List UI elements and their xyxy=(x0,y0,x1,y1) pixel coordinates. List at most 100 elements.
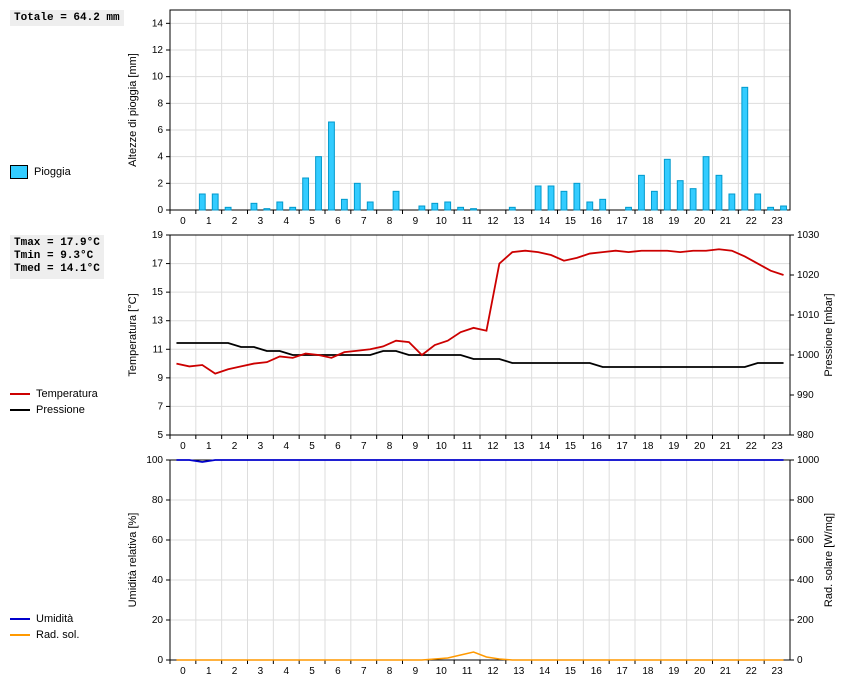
charts-svg: 0246810121401234567891011121314151617181… xyxy=(0,0,860,690)
rain-bar xyxy=(199,194,205,210)
svg-text:17: 17 xyxy=(617,666,629,677)
svg-text:16: 16 xyxy=(591,216,603,227)
svg-text:980: 980 xyxy=(797,430,814,441)
svg-text:12: 12 xyxy=(487,666,499,677)
svg-text:8: 8 xyxy=(157,98,163,109)
svg-text:1020: 1020 xyxy=(797,270,820,281)
svg-text:0: 0 xyxy=(157,655,163,666)
svg-text:1000: 1000 xyxy=(797,350,820,361)
svg-text:2: 2 xyxy=(232,666,238,677)
svg-text:21: 21 xyxy=(720,216,732,227)
svg-text:16: 16 xyxy=(591,441,603,452)
svg-text:0: 0 xyxy=(180,666,186,677)
svg-text:40: 40 xyxy=(152,575,164,586)
rain-bar xyxy=(548,186,554,210)
svg-text:Pressione [mbar]: Pressione [mbar] xyxy=(823,293,835,376)
svg-text:7: 7 xyxy=(361,441,367,452)
hum-rad-chart: 0204060801000200400600800100001234567891… xyxy=(127,455,835,677)
svg-text:9: 9 xyxy=(157,373,163,384)
rain-bar xyxy=(600,199,606,210)
rain-bar xyxy=(212,194,218,210)
rain-bar xyxy=(729,194,735,210)
rain-bar xyxy=(742,87,748,210)
rain-bar xyxy=(225,207,231,210)
rain-bar xyxy=(639,175,645,210)
svg-text:23: 23 xyxy=(772,216,784,227)
svg-text:20: 20 xyxy=(694,441,706,452)
svg-text:17: 17 xyxy=(617,441,629,452)
svg-text:14: 14 xyxy=(539,441,551,452)
svg-text:17: 17 xyxy=(617,216,629,227)
svg-text:2: 2 xyxy=(157,178,163,189)
rain-bar xyxy=(535,186,541,210)
rain-bar xyxy=(509,207,515,210)
svg-text:13: 13 xyxy=(152,316,164,327)
svg-text:9: 9 xyxy=(413,216,419,227)
svg-text:20: 20 xyxy=(152,615,164,626)
svg-text:8: 8 xyxy=(387,666,393,677)
svg-text:4: 4 xyxy=(283,441,289,452)
svg-text:22: 22 xyxy=(746,441,758,452)
svg-text:3: 3 xyxy=(258,441,264,452)
svg-text:Altezze di pioggia [mm]: Altezze di pioggia [mm] xyxy=(127,53,139,167)
svg-text:14: 14 xyxy=(539,666,551,677)
svg-text:7: 7 xyxy=(361,216,367,227)
svg-text:17: 17 xyxy=(152,259,164,270)
svg-text:800: 800 xyxy=(797,495,814,506)
svg-text:21: 21 xyxy=(720,441,732,452)
rain-bar xyxy=(651,191,657,210)
svg-text:5: 5 xyxy=(309,216,315,227)
svg-text:6: 6 xyxy=(335,666,341,677)
svg-text:8: 8 xyxy=(387,216,393,227)
svg-text:18: 18 xyxy=(642,441,654,452)
rain-bar xyxy=(781,206,787,210)
svg-text:12: 12 xyxy=(487,216,499,227)
svg-text:4: 4 xyxy=(157,152,163,163)
svg-text:11: 11 xyxy=(462,441,473,452)
svg-text:600: 600 xyxy=(797,535,814,546)
svg-text:12: 12 xyxy=(152,45,164,56)
rain-bar xyxy=(768,207,774,210)
svg-text:100: 100 xyxy=(146,455,163,466)
svg-text:4: 4 xyxy=(283,666,289,677)
svg-text:1000: 1000 xyxy=(797,455,820,466)
svg-text:22: 22 xyxy=(746,216,758,227)
svg-text:15: 15 xyxy=(565,441,577,452)
rain-bar xyxy=(458,207,464,210)
rain-bar xyxy=(432,203,438,210)
rain-bar xyxy=(755,194,761,210)
svg-text:6: 6 xyxy=(335,216,341,227)
svg-text:9: 9 xyxy=(413,441,419,452)
svg-text:0: 0 xyxy=(797,655,803,666)
svg-text:9: 9 xyxy=(413,666,419,677)
svg-text:13: 13 xyxy=(513,216,525,227)
svg-text:8: 8 xyxy=(387,441,393,452)
svg-text:15: 15 xyxy=(152,287,164,298)
svg-text:23: 23 xyxy=(772,666,784,677)
svg-text:21: 21 xyxy=(720,666,732,677)
rain-bar xyxy=(341,199,347,210)
rain-bar xyxy=(419,206,425,210)
svg-text:1030: 1030 xyxy=(797,230,820,241)
svg-text:200: 200 xyxy=(797,615,814,626)
rain-bar xyxy=(354,183,360,210)
rain-bar xyxy=(626,207,632,210)
svg-text:20: 20 xyxy=(694,216,706,227)
rain-bar xyxy=(703,157,709,210)
svg-text:6: 6 xyxy=(157,125,163,136)
svg-text:10: 10 xyxy=(436,666,448,677)
svg-text:5: 5 xyxy=(157,430,163,441)
svg-text:5: 5 xyxy=(309,666,315,677)
svg-text:19: 19 xyxy=(668,666,680,677)
rain-bar xyxy=(587,202,593,210)
svg-text:19: 19 xyxy=(668,216,680,227)
svg-text:11: 11 xyxy=(462,666,473,677)
svg-text:Temperatura [°C]: Temperatura [°C] xyxy=(127,293,139,376)
rain-bar xyxy=(277,202,283,210)
rain-bar xyxy=(445,202,451,210)
rain-bar xyxy=(690,189,696,210)
svg-text:18: 18 xyxy=(642,216,654,227)
rain-bar xyxy=(677,181,683,210)
svg-text:1: 1 xyxy=(206,441,212,452)
svg-text:12: 12 xyxy=(487,441,499,452)
